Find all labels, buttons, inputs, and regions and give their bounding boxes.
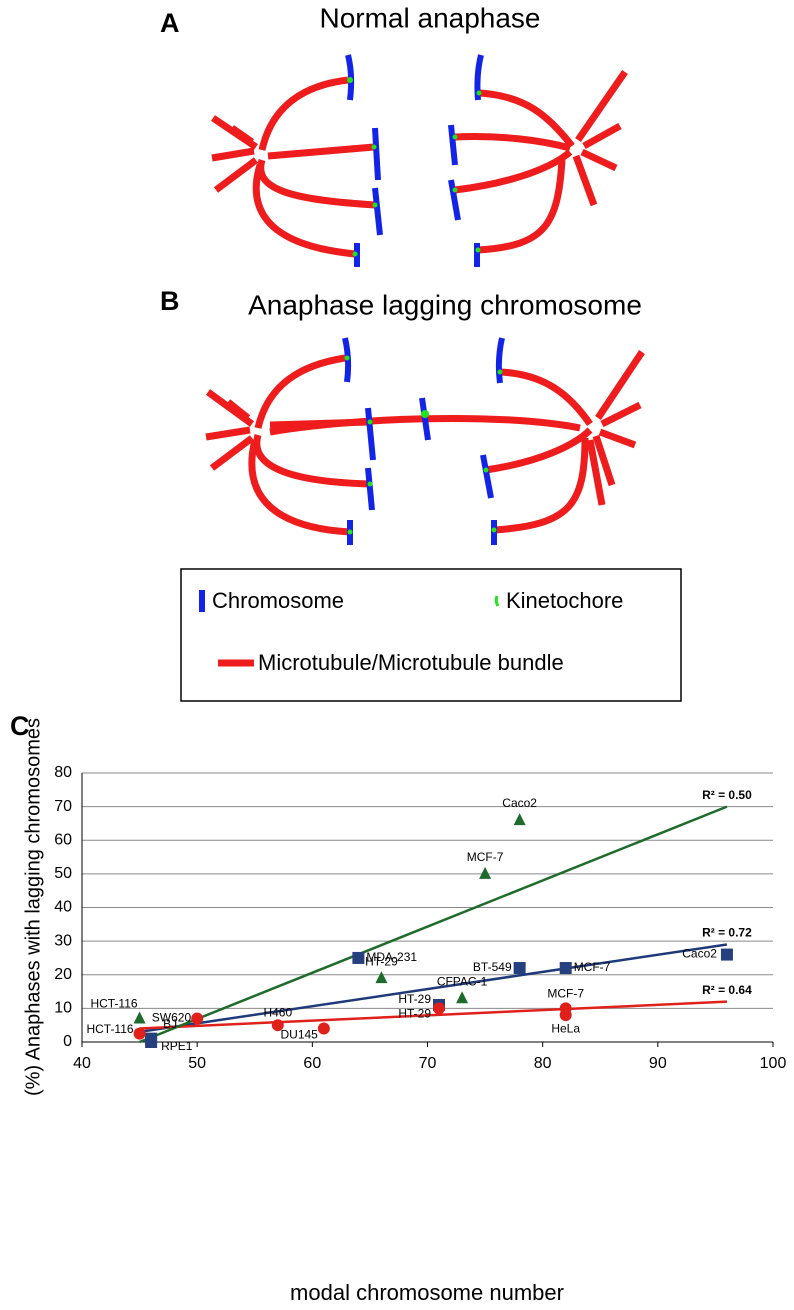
data-point [145, 1036, 158, 1048]
panel-title: Normal anaphase [319, 2, 540, 33]
data-point [513, 962, 526, 975]
data-point [133, 1027, 146, 1040]
point-label: HCT-116 [90, 997, 137, 1011]
y-tick-label: 40 [54, 899, 72, 916]
data-point [433, 1002, 446, 1015]
point-label: HT-29 [398, 992, 431, 1006]
trend-line [139, 805, 728, 1044]
y-tick-label: 80 [54, 764, 72, 781]
x-axis-label: modal chromosome number [290, 1280, 564, 1305]
data-point [375, 971, 388, 984]
r-squared-label: R² = 0.72 [702, 926, 752, 940]
y-tick-label: 10 [54, 1000, 72, 1017]
data-point [559, 1009, 572, 1022]
point-label: HT-29 [365, 954, 398, 968]
trend-line [139, 1000, 727, 1030]
lagging-chromosome-diagram [205, 337, 645, 545]
x-tick-label: 100 [760, 1055, 787, 1072]
x-tick-label: 80 [534, 1055, 552, 1072]
trend-line [139, 943, 728, 1034]
y-tick-label: 20 [54, 966, 72, 983]
r-squared-label: R² = 0.64 [702, 983, 752, 997]
point-label: SW620 [152, 1011, 192, 1025]
point-label: HCT-116 [86, 1022, 133, 1036]
normal-anaphase-diagram [211, 54, 628, 267]
legend-label: Microtubule/Microtubule bundle [258, 650, 564, 675]
point-label: BT-549 [473, 960, 512, 974]
panel-label: A [160, 8, 180, 38]
data-point [720, 948, 733, 961]
x-tick-label: 50 [188, 1055, 206, 1072]
point-label: Caco2 [502, 796, 537, 810]
y-tick-label: 70 [54, 798, 72, 815]
legend-label: Chromosome [212, 588, 344, 613]
x-tick-label: 90 [649, 1055, 667, 1072]
point-label: RPE1 [161, 1039, 193, 1053]
panel-label: C [10, 711, 30, 741]
y-tick-label: 50 [54, 865, 72, 882]
point-label: MDA-231 [366, 950, 417, 964]
panel-title: Anaphase lagging chromosome [248, 289, 642, 320]
point-label: H460 [263, 1005, 292, 1019]
data-point [559, 962, 572, 975]
data-point [133, 1011, 146, 1024]
point-label: CFPAC-1 [437, 974, 488, 988]
data-point [271, 1019, 284, 1032]
y-tick-label: 30 [54, 932, 72, 949]
y-tick-label: 0 [63, 1033, 72, 1050]
x-tick-label: 60 [303, 1055, 321, 1072]
r-squared-label: R² = 0.50 [702, 788, 752, 802]
point-label: MCF-7 [547, 987, 584, 1001]
data-point [317, 1022, 330, 1035]
panel-label: B [160, 286, 180, 316]
point-label: BJ [163, 1017, 177, 1031]
point-label: DU145 [280, 1028, 318, 1042]
diagram-legend: Chromosome Kinetochore Microtubule/Micro… [180, 568, 682, 702]
data-point [513, 813, 526, 826]
point-label: HeLa [551, 1021, 580, 1035]
data-point [479, 866, 492, 879]
point-label: MCF-7 [574, 960, 611, 974]
data-point [191, 1012, 204, 1025]
y-axis-label: (%) Anaphases with lagging chromosomes [22, 718, 44, 1096]
data-point [456, 991, 469, 1004]
x-tick-label: 40 [73, 1055, 91, 1072]
y-tick-label: 60 [54, 831, 72, 848]
point-label: MCF-7 [467, 850, 504, 864]
x-tick-label: 70 [419, 1055, 437, 1072]
data-point [352, 951, 365, 964]
point-label: Caco2 [682, 947, 717, 961]
legend-label: Kinetochore [506, 588, 623, 613]
point-label: HT-29 [398, 1007, 431, 1021]
